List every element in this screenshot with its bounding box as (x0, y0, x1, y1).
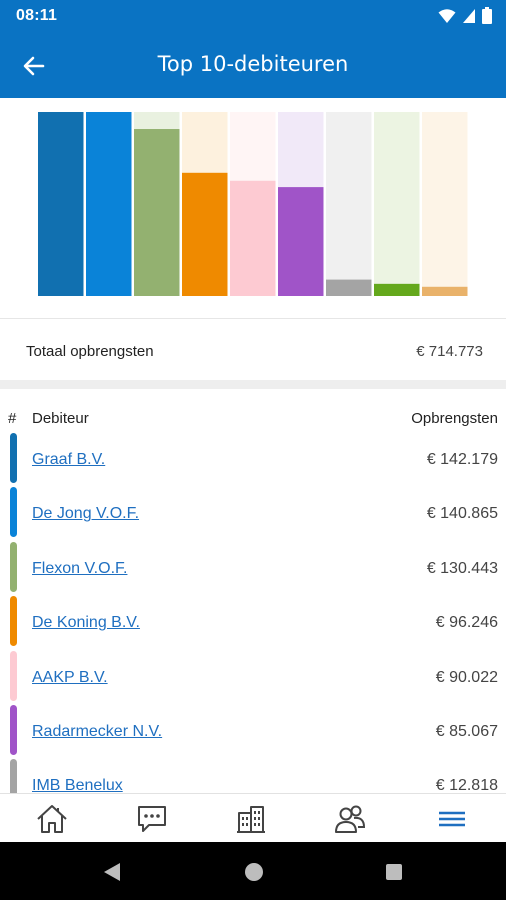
debtor-link[interactable]: Flexon V.O.F. (32, 559, 128, 577)
row-color-marker (10, 704, 17, 755)
nav-messages[interactable] (102, 794, 202, 843)
menu-icon (439, 811, 465, 826)
battery-icon (482, 7, 492, 24)
arrow-left-icon (23, 56, 45, 76)
section-divider (0, 380, 506, 389)
buildings-icon (237, 805, 265, 833)
debtor-list[interactable]: Graaf B.V. € 142.179 De Jong V.O.F. € 14… (0, 433, 506, 793)
row-color-marker (10, 596, 17, 647)
system-home-button[interactable] (240, 858, 268, 886)
page-title: Top 10-debiteuren (157, 52, 349, 76)
debtor-revenue: € 90.022 (435, 668, 498, 686)
row-color-marker (10, 650, 17, 701)
app-bar: Top 10-debiteuren (0, 32, 506, 98)
debtor-link[interactable]: De Koning B.V. (32, 614, 140, 632)
column-revenue: Opbrengsten (411, 410, 498, 427)
debtor-link[interactable]: AAKP B.V. (32, 668, 108, 686)
debtor-revenue: € 142.179 (426, 451, 498, 468)
debtor-revenue: € 140.865 (426, 505, 498, 523)
row-color-marker (10, 759, 17, 793)
bar-track (374, 112, 420, 296)
signal-icon (463, 8, 475, 23)
debtor-link[interactable]: De Jong V.O.F. (32, 505, 140, 523)
system-back-button[interactable] (98, 858, 126, 886)
status-bar: 08:11 (0, 0, 506, 32)
back-triangle-icon (104, 863, 120, 881)
bar[interactable] (374, 283, 420, 296)
nav-contacts[interactable] (300, 794, 400, 843)
column-debtor: Debiteur (32, 410, 89, 427)
row-color-marker (10, 487, 17, 538)
bar[interactable] (182, 172, 228, 296)
table-row[interactable]: AAKP B.V. € 90.022 (0, 650, 506, 705)
recents-square-icon (386, 864, 402, 880)
bottom-navigation (0, 793, 506, 842)
home-circle-icon (245, 863, 263, 881)
table-row[interactable]: De Koning B.V. € 96.246 (0, 596, 506, 650)
nav-menu[interactable] (402, 794, 502, 843)
debtor-revenue: € 12.818 (435, 777, 498, 793)
contacts-icon (335, 805, 366, 833)
table-header: # Debiteur Opbrengsten (0, 406, 506, 432)
bar-track (326, 112, 372, 296)
debtor-link[interactable]: IMB Benelux (32, 777, 123, 793)
table-row[interactable]: De Jong V.O.F. € 140.865 (0, 487, 506, 541)
bar[interactable] (422, 286, 468, 296)
total-revenue-value: € 714.773 (416, 343, 483, 360)
bar[interactable] (86, 115, 132, 296)
bar-track (422, 112, 468, 296)
nav-home[interactable] (2, 794, 102, 843)
total-revenue-row: Totaal opbrengsten € 714.773 (0, 318, 506, 380)
bar[interactable] (326, 279, 372, 296)
table-row[interactable]: IMB Benelux € 12.818 (0, 759, 506, 793)
table-row[interactable]: Radarmecker N.V. € 85.067 (0, 704, 506, 759)
debtor-revenue: € 130.443 (426, 559, 498, 577)
revenue-bar-chart (38, 112, 468, 296)
debtor-link[interactable]: Graaf B.V. (32, 451, 106, 468)
status-icons (438, 7, 492, 24)
debtor-link[interactable]: Radarmecker N.V. (32, 722, 163, 740)
row-color-marker (10, 541, 17, 592)
debtor-revenue: € 85.067 (435, 722, 498, 740)
bar[interactable] (38, 114, 84, 296)
bar[interactable] (134, 129, 180, 296)
system-recents-button[interactable] (380, 858, 408, 886)
bar[interactable] (230, 180, 276, 296)
wifi-icon (438, 8, 456, 23)
chat-icon (138, 805, 166, 832)
table-row[interactable]: Flexon V.O.F. € 130.443 (0, 541, 506, 596)
debtor-revenue: € 96.246 (435, 614, 498, 632)
column-rank: # (8, 410, 17, 427)
bar[interactable] (278, 187, 324, 296)
row-color-marker (10, 433, 17, 483)
nav-relations[interactable] (201, 794, 301, 843)
status-time: 08:11 (16, 7, 58, 24)
home-icon (37, 804, 67, 833)
system-navigation-bar (0, 842, 506, 900)
table-row[interactable]: Graaf B.V. € 142.179 (0, 433, 506, 487)
back-button[interactable] (14, 46, 54, 86)
total-revenue-label: Totaal opbrengsten (26, 343, 154, 360)
